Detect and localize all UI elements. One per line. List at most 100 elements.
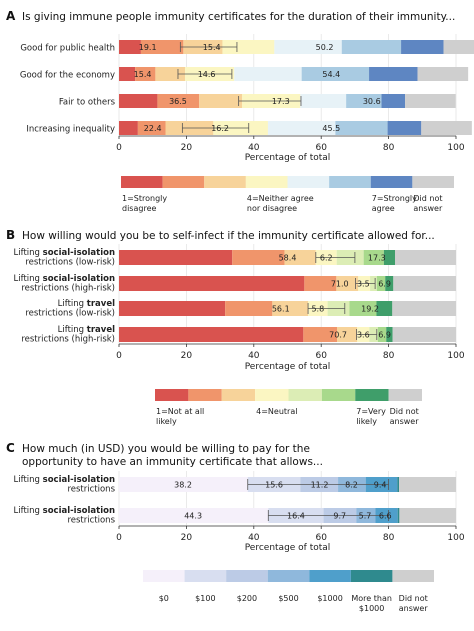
bar-segment bbox=[303, 327, 338, 342]
legend-label: 1=Strongly bbox=[122, 194, 167, 203]
data-label: 19.1 bbox=[139, 43, 157, 52]
category-label: Good for the economy bbox=[20, 71, 115, 81]
legend-swatch bbox=[392, 570, 434, 582]
x-tick-label: 100 bbox=[447, 533, 464, 543]
category-label-text: Lifting bbox=[14, 475, 43, 485]
category-label: Lifting social-isolation bbox=[14, 274, 115, 284]
bar-segment bbox=[443, 40, 474, 54]
data-label: 19.2 bbox=[361, 305, 379, 314]
bar-segment bbox=[387, 121, 422, 135]
bar-segment bbox=[234, 67, 302, 81]
category-label: restrictions bbox=[67, 516, 115, 526]
bar-segment bbox=[399, 508, 456, 523]
bar-segment bbox=[119, 121, 138, 135]
bar-segment bbox=[119, 40, 141, 54]
legend-swatch bbox=[388, 389, 422, 401]
legend-label: nor disagree bbox=[247, 204, 297, 213]
bar-segment bbox=[157, 94, 200, 108]
data-label: 5.7 bbox=[359, 512, 372, 521]
x-tick-label: 80 bbox=[383, 533, 395, 543]
data-label: 30.6 bbox=[363, 97, 381, 106]
x-tick-label: 0 bbox=[116, 533, 122, 543]
category-label: restrictions (low-risk) bbox=[25, 309, 115, 319]
legend-label: 7=Very bbox=[356, 407, 386, 416]
legend-label: 1=Not at all bbox=[156, 407, 204, 416]
panel-title-line: How much (in USD) you would be willing t… bbox=[22, 443, 310, 455]
category-label: Lifting social-isolation bbox=[14, 506, 115, 516]
legend-label: $100 bbox=[195, 594, 215, 603]
data-label: 44.3 bbox=[184, 512, 202, 521]
category-label-bold: social-isolation bbox=[43, 248, 115, 258]
legend-swatch bbox=[355, 389, 389, 401]
category-label-text: Good for public health bbox=[20, 44, 115, 54]
data-label: 14.6 bbox=[198, 70, 216, 79]
legend-label: Did not bbox=[390, 407, 419, 416]
x-tick-label: 40 bbox=[248, 351, 260, 361]
category-label-text: restrictions (high-risk) bbox=[21, 335, 115, 345]
bar-segment bbox=[274, 40, 342, 54]
legend-swatch bbox=[155, 389, 189, 401]
category-label: Lifting social-isolation bbox=[14, 475, 115, 485]
data-label: 3.6 bbox=[357, 331, 370, 340]
x-tick-label: 60 bbox=[315, 143, 327, 153]
x-tick-label: 60 bbox=[315, 533, 327, 543]
data-label: 50.2 bbox=[316, 43, 334, 52]
legend-swatch bbox=[121, 176, 163, 188]
category-label-bold: social-isolation bbox=[43, 506, 115, 516]
panel-title: How willing would you be to self-infect … bbox=[22, 230, 435, 242]
panel-letter: B bbox=[6, 228, 15, 242]
bar-segment bbox=[397, 477, 400, 492]
data-label: 9.4 bbox=[374, 481, 387, 490]
legend-swatch bbox=[143, 570, 185, 582]
x-tick-label: 80 bbox=[383, 351, 395, 361]
bar-segment bbox=[401, 40, 444, 54]
legend-swatch bbox=[321, 389, 356, 401]
category-label-text: Lifting bbox=[14, 274, 43, 284]
bar-segment bbox=[119, 508, 269, 523]
legend-swatch bbox=[267, 570, 310, 582]
legend-swatch bbox=[350, 570, 393, 582]
data-label: 15.4 bbox=[134, 70, 152, 79]
legend-swatch bbox=[288, 389, 322, 401]
legend-label: answer bbox=[390, 417, 420, 426]
data-label: 22.4 bbox=[144, 124, 162, 133]
category-label-bold: social-isolation bbox=[43, 475, 115, 485]
x-tick-label: 40 bbox=[248, 143, 260, 153]
x-tick-label: 60 bbox=[315, 351, 327, 361]
category-label-text: restrictions (high-risk) bbox=[21, 284, 115, 294]
category-label-text: restrictions bbox=[67, 485, 115, 495]
category-label-text: Lifting bbox=[58, 325, 87, 335]
x-tick-label: 100 bbox=[447, 351, 464, 361]
bar-segment bbox=[386, 327, 393, 342]
bar-segment bbox=[421, 121, 472, 135]
data-label: 54.4 bbox=[322, 70, 340, 79]
legend-label: $200 bbox=[237, 594, 257, 603]
bar-segment bbox=[346, 94, 382, 108]
category-label: Lifting travel bbox=[58, 325, 115, 335]
bar-segment bbox=[272, 301, 309, 316]
panel-title-line: opportunity to have an immunity certific… bbox=[22, 456, 323, 468]
data-label: 9.7 bbox=[333, 512, 346, 521]
category-label-text: restrictions (low-risk) bbox=[25, 258, 115, 268]
bar-segment bbox=[397, 508, 400, 523]
data-label: 17.3 bbox=[368, 254, 386, 263]
x-tick-label: 20 bbox=[181, 533, 193, 543]
legend-swatch bbox=[184, 570, 227, 582]
panel-letter: C bbox=[6, 441, 15, 455]
bar-segment bbox=[376, 276, 386, 291]
x-tick-label: 20 bbox=[181, 351, 193, 361]
bar-segment bbox=[284, 250, 316, 265]
data-label: 17.3 bbox=[272, 97, 290, 106]
category-label-text: Fair to others bbox=[59, 98, 116, 108]
category-label-text: restrictions bbox=[67, 516, 115, 526]
legend-swatch bbox=[188, 389, 222, 401]
data-label: 15.6 bbox=[265, 481, 283, 490]
legend-label: $1000 bbox=[359, 604, 384, 613]
bar-segment bbox=[337, 327, 358, 342]
bar-segment bbox=[335, 121, 388, 135]
data-label: 3.5 bbox=[357, 280, 370, 289]
category-label: Increasing inequality bbox=[26, 125, 115, 135]
data-label: 11.2 bbox=[311, 481, 329, 490]
bar-segment bbox=[300, 94, 347, 108]
category-label: Good for public health bbox=[20, 44, 115, 54]
